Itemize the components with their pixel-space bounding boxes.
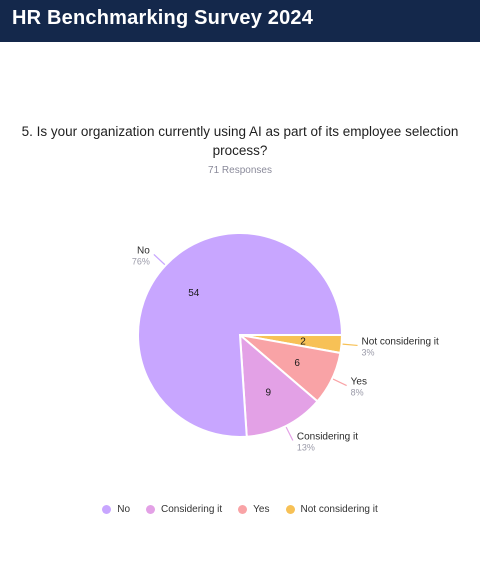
- leader-line-no: [153, 253, 166, 266]
- slice-name-label-considering-it: Considering it: [297, 431, 358, 442]
- question-text: 5. Is your organization currently using …: [21, 124, 459, 158]
- legend-swatch-considering-it: [146, 505, 156, 514]
- slice-percent-label-not-considering-it: 3%: [362, 347, 375, 357]
- legend-item-yes: Yes: [238, 504, 270, 515]
- legend-item-no: No: [102, 504, 130, 515]
- slice-percent-label-yes: 8%: [351, 388, 364, 398]
- slice-percent-label-no: 76%: [132, 256, 150, 266]
- slice-percent-label-considering-it: 13%: [297, 442, 315, 452]
- value-label-considering-it: 9: [266, 388, 272, 399]
- legend-swatch-no: [102, 505, 112, 514]
- legend-label-no: No: [117, 504, 131, 515]
- leader-line-considering-it: [285, 426, 294, 441]
- pie-slice-no: [137, 232, 344, 438]
- slice-name-label-yes: Yes: [351, 377, 367, 388]
- value-label-no: 54: [188, 288, 200, 299]
- leader-line-yes: [332, 378, 347, 387]
- value-label-not-considering-it: 2: [300, 337, 306, 348]
- value-label-yes: 6: [294, 358, 300, 369]
- legend-label-considering-it: Considering it: [161, 504, 223, 515]
- legend-swatch-not-considering-it: [285, 505, 295, 514]
- legend-swatch-yes: [238, 505, 248, 514]
- response-count: 71 Responses: [208, 165, 272, 176]
- slice-name-label-not-considering-it: Not considering it: [362, 336, 439, 347]
- survey-title: HR Benchmarking Survey 2024: [12, 7, 314, 29]
- header-banner: HR Benchmarking Survey 2024: [0, 0, 480, 42]
- chart-legend: No Considering it Yes Not considering it: [0, 504, 480, 515]
- slice-name-label-no: No: [137, 245, 150, 256]
- legend-label-yes: Yes: [253, 504, 270, 515]
- pie-slice-considering-it: [238, 332, 319, 438]
- legend-item-not-considering-it: Not considering it: [285, 504, 378, 515]
- legend-item-considering-it: Considering it: [146, 504, 222, 515]
- leader-line-not-considering-it: [342, 343, 358, 347]
- legend-label-not-considering-it: Not considering it: [300, 504, 378, 515]
